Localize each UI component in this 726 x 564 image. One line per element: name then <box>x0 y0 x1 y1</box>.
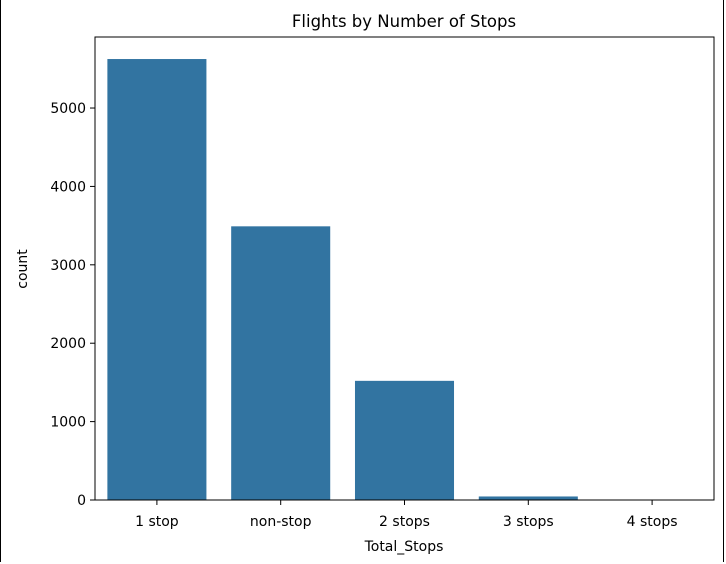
x-tick-label: 1 stop <box>135 514 179 530</box>
bar-1-stop <box>107 59 207 500</box>
x-tick-label: 4 stops <box>627 514 678 530</box>
y-tick-label: 2000 <box>50 336 86 352</box>
y-tick-label: 1000 <box>50 415 86 431</box>
bar-3-stops <box>478 496 578 500</box>
x-axis-label: Total_Stops <box>364 539 444 555</box>
x-tick-label: 3 stops <box>503 514 554 530</box>
y-axis-label: count <box>15 249 31 289</box>
bar-non-stop <box>231 226 331 501</box>
chart-title: Flights by Number of Stops <box>292 12 516 31</box>
y-tick-label: 3000 <box>50 258 86 274</box>
x-tick-label: 2 stops <box>379 514 430 530</box>
y-tick-label: 4000 <box>50 179 86 195</box>
bars-group <box>107 59 702 501</box>
bar-2-stops <box>354 380 455 500</box>
y-axis-ticks: 0 1000 2000 3000 4000 5000 <box>50 101 95 509</box>
x-tick-label: non-stop <box>250 514 312 530</box>
plot-area-frame <box>94 36 715 501</box>
x-axis-ticks: 1 stop non-stop 2 stops 3 stops 4 stops <box>135 500 678 530</box>
y-tick-label: 5000 <box>50 101 86 117</box>
y-tick-label: 0 <box>77 493 86 509</box>
